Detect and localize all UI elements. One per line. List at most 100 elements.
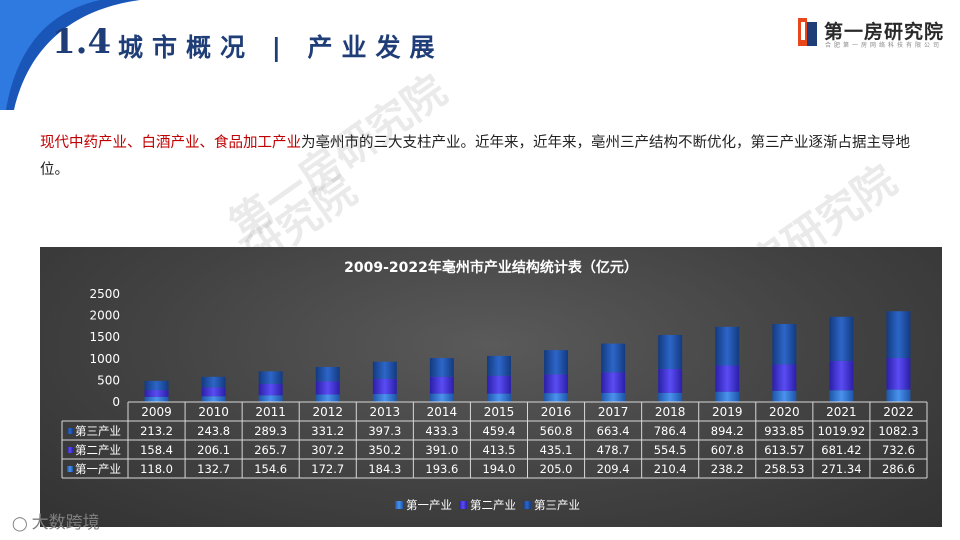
bar-segment [201,376,226,388]
data-label: 238.2 [711,462,744,476]
bar-segment [429,358,454,377]
bar-segment [829,316,854,361]
data-label: 478.7 [597,443,630,457]
y-tick-label: 500 [97,373,120,387]
bar-segment [372,361,397,379]
x-tick-label: 2012 [312,405,343,419]
data-label: 158.4 [140,443,173,457]
data-label: 286.6 [882,462,915,476]
source-credit: ◯ 大数跨境 [12,508,100,533]
bar-segment [144,390,169,397]
x-tick-label: 2010 [198,405,229,419]
chart-panel: 2009-2022年亳州市产业结构统计表（亿元） 0 500 1000 1500 200… [40,247,942,527]
legend-swatch [67,466,73,472]
x-tick-label: 2020 [769,405,800,419]
bar-segment [772,323,797,365]
data-label: 613.57 [764,443,804,457]
bar-segment [544,350,569,375]
brand-logo: 第一房研究院 合肥第一房网络科技有限公司 [797,16,957,50]
bar-segment [486,375,511,394]
intro-paragraph: 现代中药产业、白酒产业、食品加工产业为亳州市的三大支柱产业。近年来，近年来，亳州… [40,130,935,184]
data-label: 118.0 [140,462,173,476]
brand-name: 第一房研究院 [824,21,945,43]
bars-group [144,311,911,402]
table-series-label: 第二产业 [75,443,121,457]
y-axis: 0 500 1000 1500 2000 2500 [89,287,120,409]
bar-segment [715,391,740,402]
bar-segment [144,396,169,402]
bar-segment [315,394,340,402]
bar-segment [601,392,626,402]
data-label: 265.7 [254,443,287,457]
legend: 第一产业 第二产业 第三产业 [395,498,580,512]
bar-segment [258,371,283,384]
x-tick-label: 2013 [370,405,401,419]
data-label: 184.3 [368,462,401,476]
data-label: 331.2 [311,424,344,438]
bar-segment [886,311,911,358]
data-label: 193.6 [425,462,458,476]
x-tick-label: 2021 [826,405,857,419]
data-label: 560.8 [540,424,573,438]
bar-segment [601,343,626,373]
intro-body: 为亳州市的三大支柱产业。近年来，近年来，亳州三产结构不断优化，第三产业逐渐占据主… [40,135,910,178]
bar-segment [429,393,454,402]
legend-swatch [459,501,467,509]
bar-segment [144,380,169,391]
bar-segment [772,390,797,402]
chart-title: 2009-2022年亳州市产业结构统计表（亿元） [344,259,638,276]
data-label: 732.6 [882,443,915,457]
bar-segment [201,396,226,402]
x-tick-label: 2018 [655,405,686,419]
y-tick-label: 0 [112,395,120,409]
bar-segment [544,374,569,394]
data-label: 607.8 [711,443,744,457]
data-label: 209.4 [597,462,630,476]
bar-segment [658,392,683,402]
x-tick-label: 2011 [255,405,286,419]
bar-segment [772,364,797,391]
bar-segment [715,365,740,392]
bar-segment [201,387,226,397]
x-tick-label: 2016 [541,405,572,419]
credit-text: 大数跨境 [31,513,100,533]
table-series-label: 第一产业 [75,462,121,476]
brand-tagline: 合肥第一房网络科技有限公司 [825,42,943,49]
legend-swatch [395,501,403,509]
data-label: 435.1 [540,443,573,457]
x-tick-label: 2017 [598,405,629,419]
legend-swatch [67,428,73,434]
section-number: 1.4 [52,22,112,62]
bar-segment [886,389,911,402]
x-tick-label: 2009 [141,405,172,419]
data-label: 258.53 [764,462,804,476]
data-label: 433.3 [425,424,458,438]
data-label: 172.7 [311,462,344,476]
bar-segment [658,368,683,393]
data-label: 271.34 [821,462,861,476]
data-label: 243.8 [197,424,230,438]
table-series-label: 第三产业 [75,424,121,438]
data-label: 894.2 [711,424,744,438]
data-label: 194.0 [482,462,515,476]
bar-segment [829,360,854,391]
bar-segment [715,326,740,366]
bar-segment [829,390,854,402]
bar-segment [886,357,911,390]
camera-icon: ◯ [12,516,28,532]
bar-segment [372,394,397,402]
legend-entry: 第一产业 [406,498,452,512]
bar-segment [544,393,569,402]
bar-segment [315,381,340,395]
bar-segment [429,376,454,394]
y-tick-label: 1000 [89,352,120,366]
intro-highlight: 现代中药产业、白酒产业、食品加工产业 [40,135,301,151]
x-tick-label: 2015 [484,405,515,419]
corner-swoosh-decoration [0,0,140,110]
data-label: 205.0 [540,462,573,476]
data-label: 206.1 [197,443,230,457]
data-label: 132.7 [197,462,230,476]
data-label: 210.4 [654,462,687,476]
data-table: 2009 2010 2011 2012 2013 2014 2015 2016 2017 2018… [61,401,928,479]
brand-logo-icon [798,18,817,46]
